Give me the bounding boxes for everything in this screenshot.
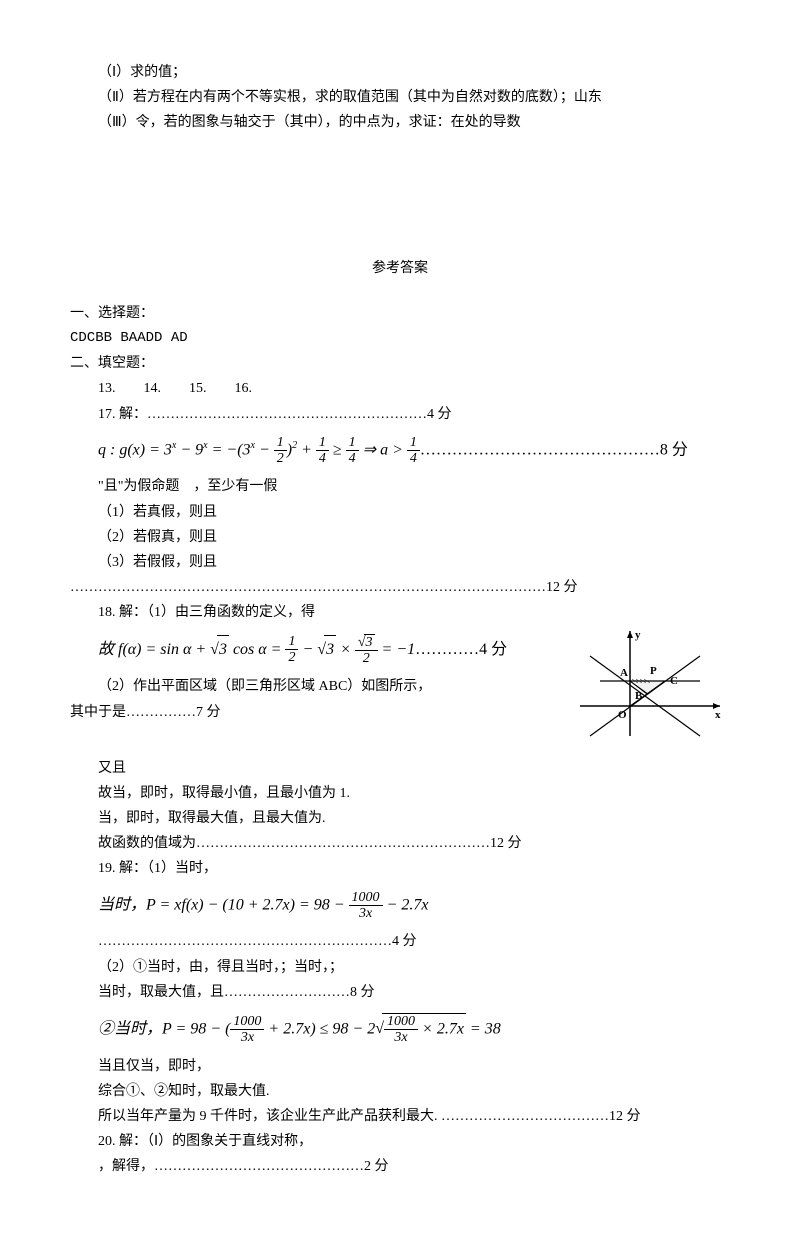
q17-case-2: （2）若假真，则且 <box>70 525 730 550</box>
svg-text:y: y <box>635 629 641 641</box>
q19-dots-4: ………………………………………………………4 分 <box>70 929 730 954</box>
q19-formula-2: ②当时，P = 98 − (10003x + 2.7x) ≤ 98 − 2100… <box>70 1013 730 1046</box>
q19-iff: 当且仅当，即时， <box>70 1054 730 1079</box>
q17-score-dots: …………………………………………………………………………………………12 分 <box>70 575 730 600</box>
svg-text:A: A <box>620 667 628 679</box>
q18-max: 当，即时，取得最大值，且最大值为. <box>70 806 730 831</box>
q17-false-stmt: "且"为假命题 ，至少有一假 <box>70 474 730 499</box>
svg-text:C: C <box>670 675 678 687</box>
q19-max-line: 当时，取最大值，且………………………8 分 <box>70 980 730 1005</box>
q18-intro: 18. 解：（1）由三角函数的定义，得 <box>70 600 730 625</box>
q18-also: 又且 <box>70 756 730 781</box>
choice-answers: CDCBB BAADD AD <box>70 326 730 351</box>
q17-formula: q : g(x) = 3x − 9x = −(3x − 12)2 + 14 ≥ … <box>70 435 730 467</box>
svg-text:P: P <box>650 665 657 677</box>
q19-intro: 19. 解：（1）当时， <box>70 856 730 881</box>
q17-case-3: （3）若假假，则且 <box>70 550 730 575</box>
q18-min: 故当，即时，取得最小值，且最小值为 1. <box>70 781 730 806</box>
q19-combine: 综合①、②知时，取最大值. <box>70 1079 730 1104</box>
svg-text:B: B <box>635 690 643 702</box>
q18-range: 故函数的值域为………………………………………………………12 分 <box>70 831 730 856</box>
problem-part-3: （Ⅲ）令，若的图象与轴交于（其中），的中点为，求证：在处的导数 <box>70 110 730 135</box>
q19-part2: （2）①当时，由，得且当时，；当时，； <box>70 955 730 980</box>
section-1-title: 一、选择题： <box>70 301 730 326</box>
svg-text:x: x <box>715 709 721 721</box>
q20-solve: ，解得，………………………………………2 分 <box>70 1154 730 1179</box>
problem-part-1: （Ⅰ）求的值； <box>70 60 730 85</box>
problem-part-2: （Ⅱ）若方程在内有两个不等实根，求的取值范围（其中为自然对数的底数）；山东 <box>70 85 730 110</box>
svg-text:O: O <box>618 709 627 721</box>
q17-intro: 17. 解：……………………………………………………4 分 <box>70 402 730 427</box>
answer-key-title: 参考答案 <box>70 256 730 281</box>
q19-formula-1: 当时，P = xf(x) − (10 + 2.7x) = 98 − 10003x… <box>70 890 730 922</box>
q19-conclusion: 所以当年产量为 9 千件时，该企业生产此产品获利最大. ………………………………… <box>70 1104 730 1129</box>
q17-case-1: （1）若真假，则且 <box>70 500 730 525</box>
fill-blank-line: 13. 14. 15. 16. <box>70 376 730 401</box>
triangle-region-diagram: A P C B O y x <box>570 626 730 746</box>
q20-intro: 20. 解：（Ⅰ）的图象关于直线对称， <box>70 1129 730 1154</box>
section-2-title: 二、填空题： <box>70 351 730 376</box>
